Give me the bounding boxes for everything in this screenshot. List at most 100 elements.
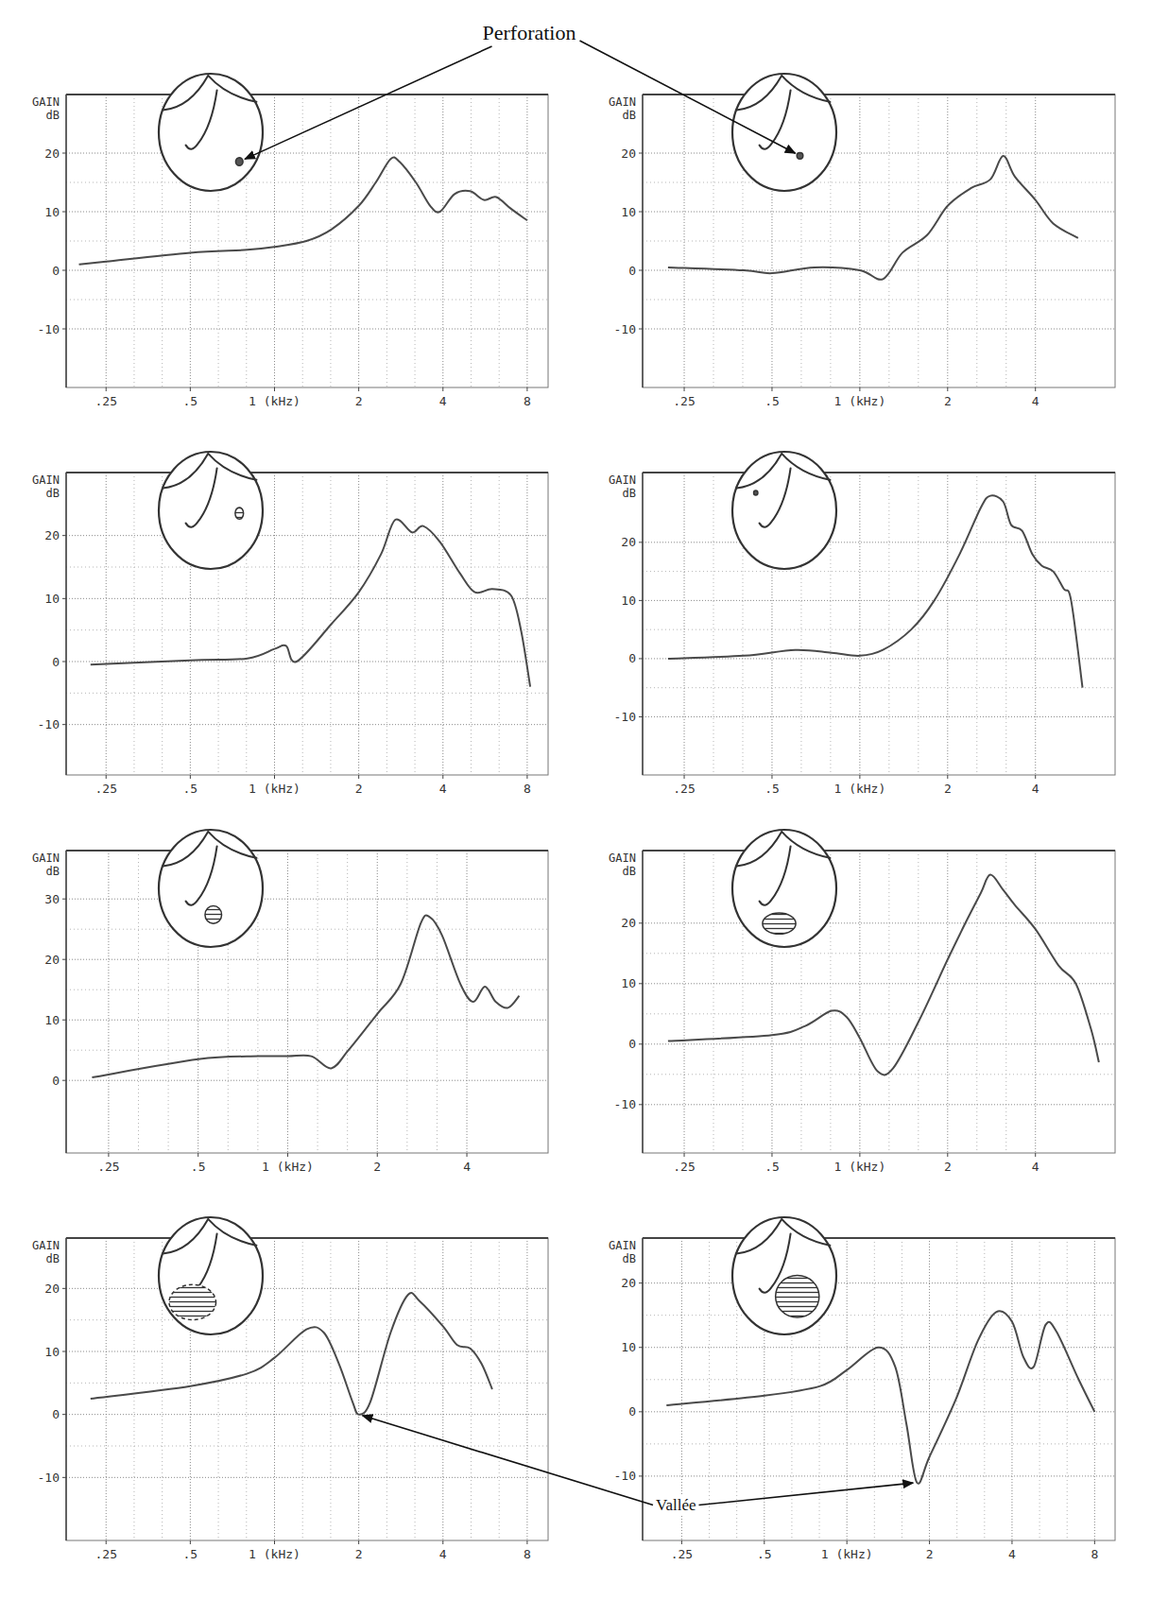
- x-tick: [928, 1540, 930, 1545]
- minor-grid: [888, 94, 890, 388]
- y-axis-line: [65, 850, 68, 1153]
- grid-line: [105, 472, 107, 775]
- y-tick-label: 10: [620, 205, 636, 220]
- grid-line: [684, 94, 686, 388]
- y-axis-title-line: dB: [622, 864, 636, 878]
- annotation: Vallée: [655, 1495, 696, 1514]
- minor-grid: [66, 566, 549, 568]
- grid-line: [642, 922, 1116, 924]
- grid: [642, 94, 1116, 388]
- minor-grid: [66, 1382, 549, 1384]
- plot-bg: [66, 1237, 549, 1541]
- panel: -1001020.25.51 (kHz)248GAINdB: [608, 1237, 1116, 1562]
- grid-line: [66, 534, 549, 536]
- y-tick-label: 30: [44, 892, 60, 907]
- x-tick-label: 1 (kHz): [248, 394, 301, 409]
- minor-grid: [642, 240, 1116, 242]
- x-tick: [358, 387, 360, 392]
- y-tick-label: 10: [44, 1344, 60, 1359]
- x-tick-label: 4: [1008, 1546, 1016, 1562]
- y-tick-label: 10: [620, 976, 636, 991]
- x-tick-label: 4: [1031, 394, 1040, 409]
- y-tick: [62, 1080, 67, 1082]
- grid-line: [1011, 1237, 1013, 1541]
- x-tick-label: 4: [439, 781, 447, 796]
- grid-line: [642, 1475, 1116, 1477]
- x-tick: [105, 1540, 107, 1545]
- x-tick: [526, 1540, 528, 1545]
- grid-line: [287, 850, 289, 1153]
- grid-line: [66, 270, 549, 272]
- x-tick: [1094, 1540, 1096, 1545]
- y-axis-title-line: dB: [46, 864, 60, 878]
- y-tick: [62, 211, 67, 213]
- y-tick: [638, 1346, 643, 1348]
- gain-curve: [79, 156, 528, 264]
- y-tick-label: 0: [51, 1407, 60, 1422]
- y-tick-label: 20: [620, 534, 636, 550]
- minor-grid: [137, 850, 139, 1153]
- grid-line: [358, 94, 360, 388]
- x-tick: [771, 1152, 773, 1157]
- x-tick-label: 4: [439, 394, 447, 409]
- y-tick: [62, 598, 67, 600]
- x-tick: [684, 1152, 686, 1157]
- minor-grid: [66, 1049, 549, 1051]
- x-tick-label: 2: [944, 781, 952, 796]
- y-axis-line: [65, 472, 68, 775]
- grid-line: [442, 1237, 444, 1541]
- x-tick: [442, 774, 444, 779]
- minor-grid: [713, 94, 715, 388]
- x-tick-label: 4: [439, 1546, 447, 1562]
- y-tick-label: 0: [51, 263, 60, 278]
- minor-grid: [386, 1237, 388, 1541]
- minor-grid: [708, 1237, 710, 1541]
- minor-grid: [470, 94, 472, 388]
- eardrum-sketch: [158, 829, 263, 947]
- eardrum-outline: [732, 1217, 837, 1335]
- gain-curve: [90, 1292, 493, 1415]
- x-tick: [946, 387, 948, 392]
- minor-grid: [642, 1378, 1116, 1380]
- grid-line: [642, 328, 1116, 330]
- panel: 0102030.25.51 (kHz)24GAINdB: [32, 850, 549, 1174]
- x-tick-label: .5: [183, 394, 199, 409]
- minor-grid: [66, 182, 549, 184]
- minor-grid: [976, 850, 978, 1153]
- perforation: [762, 912, 796, 934]
- x-tick: [526, 774, 528, 779]
- grid: [642, 850, 1116, 1153]
- y-tick: [62, 1351, 67, 1353]
- x-tick-label: 8: [523, 781, 532, 796]
- grid-line: [642, 1282, 1116, 1284]
- x-tick-label: 2: [944, 394, 952, 409]
- x-tick: [442, 387, 444, 392]
- x-tick: [684, 387, 686, 392]
- x-tick-label: 1 (kHz): [833, 394, 886, 409]
- marks: [79, 156, 528, 264]
- y-tick-label: -10: [37, 1470, 60, 1485]
- eardrum-sketch: [732, 1217, 837, 1335]
- minor-grid: [642, 1314, 1116, 1316]
- x-tick-label: .5: [756, 1546, 773, 1562]
- grid-line: [642, 1043, 1116, 1045]
- x-tick: [771, 387, 773, 392]
- malleus: [162, 831, 257, 906]
- grid-line: [274, 472, 275, 775]
- x-tick: [684, 774, 686, 779]
- minor-grid: [302, 472, 304, 775]
- y-tick-label: 20: [44, 952, 60, 967]
- frame-top: [66, 1236, 549, 1239]
- x-tick-label: .5: [183, 781, 199, 796]
- frame-top: [642, 471, 1116, 474]
- y-axis-title: GAINdB: [608, 473, 636, 500]
- arrow: [244, 46, 492, 159]
- grid-line: [684, 850, 686, 1153]
- grid: [642, 1237, 1116, 1541]
- y-axis-title-line: dB: [622, 486, 636, 500]
- y-tick: [638, 657, 643, 659]
- malleus: [162, 453, 257, 528]
- grid-line: [526, 94, 528, 388]
- grid-line: [642, 270, 1116, 272]
- y-tick-label: 20: [44, 528, 60, 543]
